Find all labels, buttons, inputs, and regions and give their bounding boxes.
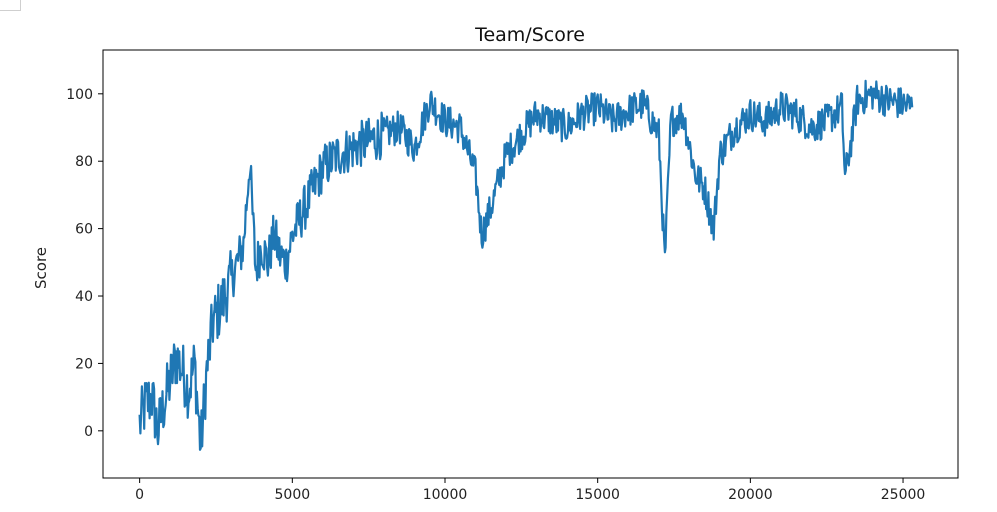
y-axis-label: Score bbox=[32, 247, 50, 289]
x-tick-label: 10000 bbox=[423, 487, 468, 503]
y-tick-label: 20 bbox=[75, 356, 93, 372]
chart-title: Team/Score bbox=[474, 24, 585, 46]
series-line bbox=[138, 79, 914, 451]
x-tick-label: 25000 bbox=[881, 487, 926, 503]
cell-corner-mark bbox=[0, 0, 21, 11]
x-tick-label: 20000 bbox=[728, 487, 773, 503]
y-tick-label: 80 bbox=[75, 154, 93, 170]
y-tick-label: 40 bbox=[75, 289, 93, 305]
y-tick-label: 100 bbox=[66, 87, 93, 103]
x-tick-label: 5000 bbox=[275, 487, 311, 503]
y-tick-label: 0 bbox=[84, 424, 93, 440]
plot-frame bbox=[102, 49, 959, 479]
x-tick-label: 15000 bbox=[575, 487, 620, 503]
plot-area bbox=[138, 79, 914, 451]
axis-ticks: 0 5000 10000 15000 20000 25000 0 20 40 60 80 100 bbox=[66, 87, 925, 503]
x-tick-label: 0 bbox=[135, 487, 144, 503]
y-tick-label: 60 bbox=[75, 222, 93, 238]
